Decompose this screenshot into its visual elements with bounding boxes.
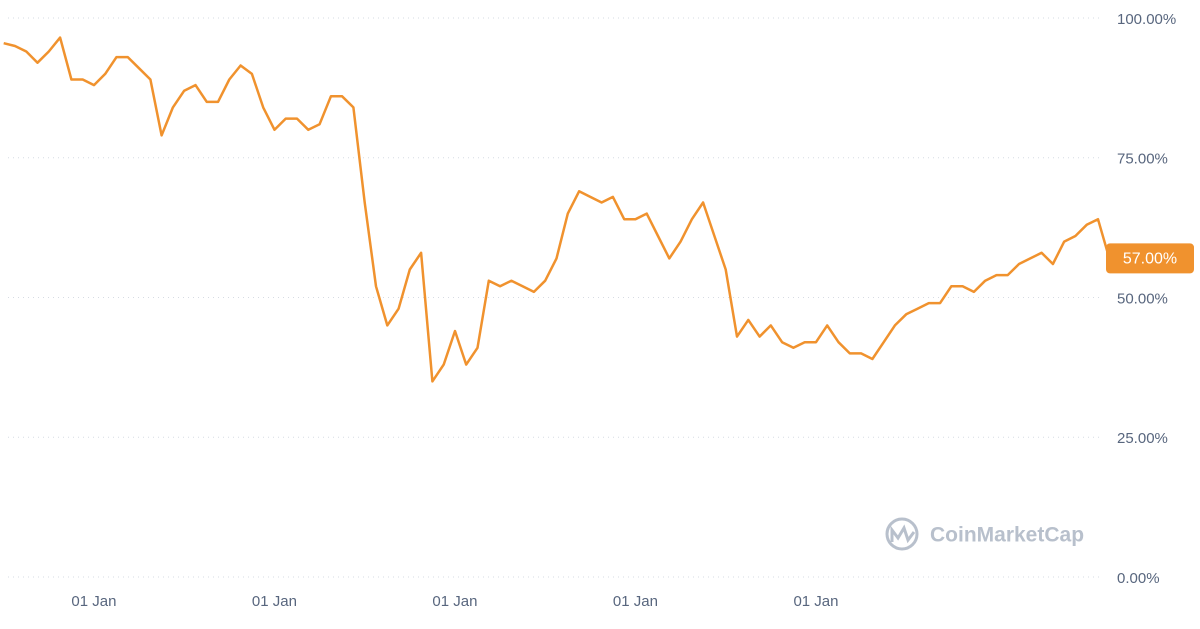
watermark-logo-mark bbox=[890, 524, 916, 544]
y-tick-label: 75.00% bbox=[1117, 151, 1168, 168]
x-tick-label: 01 Jan bbox=[252, 593, 297, 610]
y-tick-label: 25.00% bbox=[1117, 430, 1168, 447]
y-tick-label: 50.00% bbox=[1117, 290, 1168, 307]
x-tick-label: 01 Jan bbox=[613, 593, 658, 610]
line bbox=[3, 36, 1111, 383]
x-tick-label: 01 Jan bbox=[71, 593, 116, 610]
watermark-logo bbox=[885, 517, 919, 551]
y-tick-label: 0.00% bbox=[1117, 570, 1160, 587]
x-tick-label: 01 Jan bbox=[793, 593, 838, 610]
watermark: CoinMarketCap bbox=[885, 517, 1084, 551]
value-badge bbox=[1106, 243, 1194, 274]
value-label: 57.00% bbox=[1123, 251, 1177, 268]
watermark-text: CoinMarketCap bbox=[930, 524, 1084, 547]
y-tick-label: 100.00% bbox=[1117, 11, 1176, 28]
x-tick-label: 01 Jan bbox=[432, 593, 477, 610]
